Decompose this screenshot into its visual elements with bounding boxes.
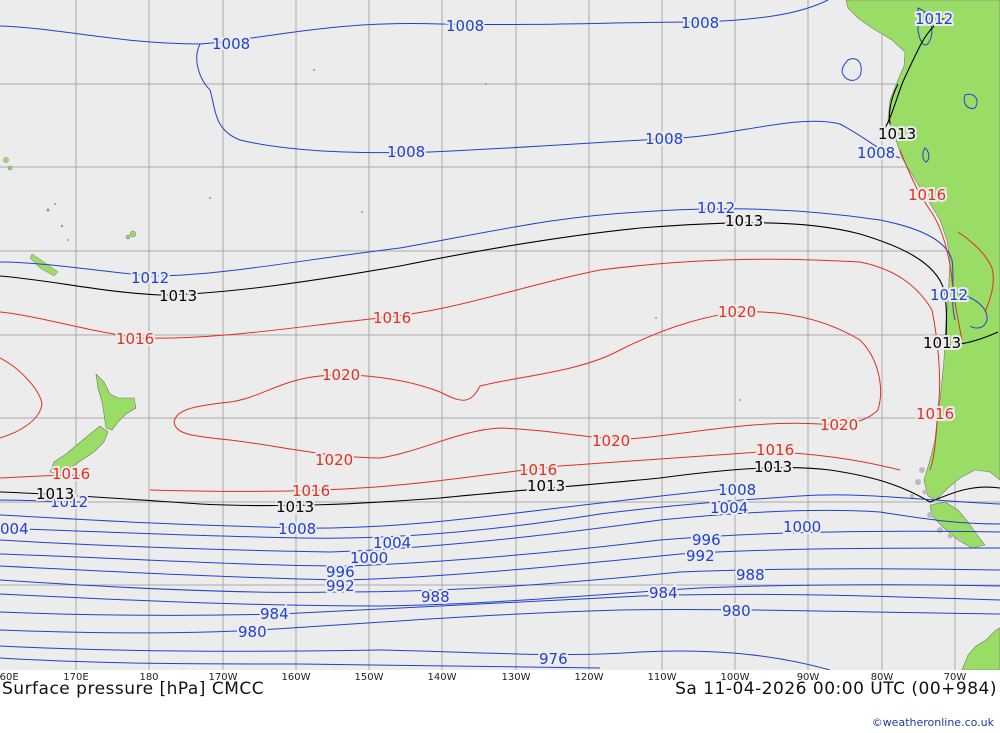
isobar-label: 1012 (915, 10, 953, 28)
isobar-label: 992 (686, 547, 715, 565)
isobar-label: 984 (649, 584, 678, 602)
isobar-label: 1020 (820, 416, 858, 434)
isobar-label: 1013 (36, 485, 74, 503)
longitude-label: 170W (208, 672, 238, 683)
longitude-label: 160E (0, 672, 19, 683)
pressure-map: 1008 1008 1008 1008 1008 1008 1008 1008 … (0, 0, 1000, 670)
isobar-label: 1012 (930, 286, 968, 304)
isobars-1013 (0, 17, 1000, 507)
isobar-label: 1013 (159, 287, 197, 305)
isobar-label: 1020 (322, 366, 360, 384)
isobar-label: 996 (326, 563, 355, 581)
antarctic-peninsula (961, 627, 1000, 670)
isobar-label: 988 (421, 588, 450, 606)
longitude-label: 100W (720, 672, 750, 683)
isobar-label: 1016 (908, 186, 946, 204)
isobar-label: 1008 (857, 144, 895, 162)
longitude-label: 170E (63, 672, 89, 683)
isobars-low (0, 494, 1000, 670)
longitude-label: 180 (139, 672, 159, 683)
isobar-label: 1000 (783, 518, 821, 536)
isobars-1016 (0, 149, 994, 492)
new-zealand-north-island (95, 373, 137, 431)
atolls (46, 69, 741, 401)
isobar-label: 996 (692, 531, 721, 549)
isobar-label: 1008 (387, 143, 425, 161)
isobar-label: 1013 (878, 125, 916, 143)
isobar-label: 992 (326, 577, 355, 595)
isobar-label: 1016 (292, 482, 330, 500)
isobar-label: 004 (0, 520, 29, 538)
pacific-islands (3, 157, 137, 277)
south-america-landmass (845, 0, 1000, 501)
longitude-axis: 160E 170E 180 170W 160W 150W 140W 130W 1… (0, 672, 1000, 686)
isobar-label: 1016 (52, 465, 90, 483)
isobars-1020 (0, 311, 881, 459)
longitude-label: 120W (574, 672, 604, 683)
isobar-label: 1008 (278, 520, 316, 538)
isobar-label: 1020 (718, 303, 756, 321)
isobar-label: 1013 (527, 477, 565, 495)
chilean-archipelago (910, 467, 962, 542)
isobar-label: 1013 (923, 334, 961, 352)
isobar-label: 1004 (373, 534, 411, 552)
isobar-label: 1016 (916, 405, 954, 423)
isobar-label: 1008 (681, 14, 719, 32)
map-canvas: 1008 1008 1008 1008 1008 1008 1008 1008 … (0, 0, 1000, 670)
longitude-label: 160W (281, 672, 311, 683)
isobar-label: 984 (260, 605, 289, 623)
isobar-label: 980 (722, 602, 751, 620)
isobar-label: 1008 (446, 17, 484, 35)
isobar-labels: 1008 1008 1008 1008 1008 1008 1008 1008 … (0, 8, 970, 670)
isobar-label: 1016 (756, 441, 794, 459)
new-zealand-south-island (49, 425, 109, 475)
isobar-label: 1013 (754, 458, 792, 476)
isobar-label: 1004 (710, 499, 748, 517)
isobar-label: 1008 (645, 130, 683, 148)
isobar-label: 1012 (697, 199, 735, 217)
longitude-label: 80W (870, 672, 894, 683)
isobar-label: 1016 (519, 461, 557, 479)
longitude-label: 140W (427, 672, 457, 683)
tierra-del-fuego (929, 501, 986, 549)
isobar-label: 988 (736, 566, 765, 584)
credit-link[interactable]: ©weatheronline.co.uk (871, 716, 994, 729)
isobar-label: 1013 (276, 498, 314, 516)
isobar-label: 980 (238, 623, 267, 641)
isobar-label: 1012 (131, 269, 169, 287)
longitude-label: 90W (796, 672, 820, 683)
land-lakes (841, 7, 978, 163)
isobars-1008 (0, 0, 901, 529)
map-title: Surface pressure [hPa] CMCC (2, 679, 265, 699)
longitude-label: 130W (501, 672, 531, 683)
isobar-label: 1008 (718, 481, 756, 499)
isobar-label: 1020 (592, 432, 630, 450)
longitude-label: 110W (647, 672, 677, 683)
isobar-label: 1020 (315, 451, 353, 469)
valid-time: Sa 11-04-2026 00:00 UTC (00+984) (675, 679, 997, 699)
longitude-label: 150W (354, 672, 384, 683)
longitude-label: 70W (943, 672, 967, 683)
isobar-label: 1008 (212, 35, 250, 53)
isobar-label: 1013 (725, 212, 763, 230)
isobar-label: 1000 (350, 549, 388, 567)
isobar-label: 1012 (50, 493, 88, 511)
isobar-label: 1016 (116, 330, 154, 348)
isobar-label: 976 (539, 650, 568, 668)
isobar-label: 1016 (373, 309, 411, 327)
